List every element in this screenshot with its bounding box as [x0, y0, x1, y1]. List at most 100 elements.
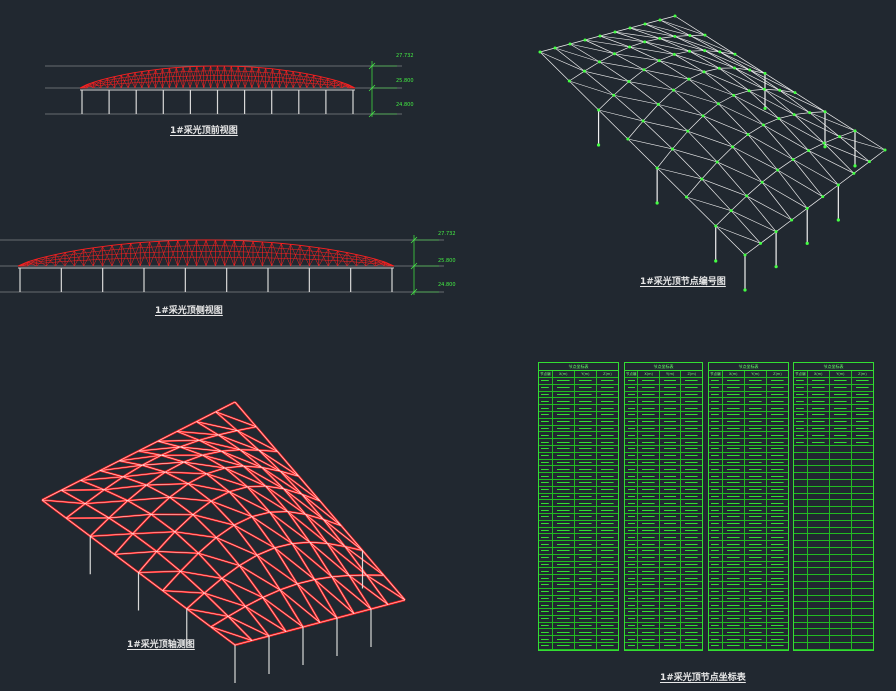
- table-row: [625, 520, 702, 528]
- grid-member: [598, 109, 629, 140]
- table-cell: [722, 554, 745, 561]
- table-cell: [539, 405, 553, 411]
- dome-chord: [169, 67, 177, 69]
- table-row: [794, 445, 873, 453]
- table-row: [709, 568, 788, 576]
- dome-ring: [64, 253, 75, 256]
- truss-diagonal: [74, 250, 85, 267]
- grid-member: [215, 411, 238, 431]
- grid-member: [251, 516, 275, 548]
- grid-member: [297, 579, 315, 585]
- grid-member: [114, 533, 134, 555]
- truss-diagonal: [318, 247, 329, 267]
- table-row: [794, 411, 873, 419]
- table-cell: [552, 547, 575, 554]
- table-header-cell: 节点编号: [625, 371, 639, 377]
- table-cell: [539, 534, 553, 541]
- grid-diagonal: [224, 467, 266, 487]
- dome-chord: [286, 70, 294, 72]
- table-cell: [852, 466, 873, 472]
- table-cell: [829, 378, 852, 384]
- grid-member: [628, 81, 659, 105]
- dome-ring: [107, 78, 115, 81]
- grid-node: [793, 91, 797, 95]
- table-cell: [744, 378, 767, 384]
- table-row: [539, 473, 618, 480]
- grid-member: [162, 571, 181, 591]
- table-cell: [681, 459, 702, 466]
- grid-diagonal: [839, 136, 886, 151]
- dome-chord: [64, 250, 75, 254]
- table-cell: [681, 595, 702, 602]
- table-cell: [539, 588, 553, 595]
- grid-diagonal: [344, 546, 384, 576]
- grid-member: [123, 464, 143, 478]
- grid-member: [314, 576, 332, 580]
- grid-member: [187, 483, 212, 502]
- grid-diagonal: [779, 89, 826, 112]
- table-cell: [744, 445, 767, 452]
- grid-member: [746, 195, 777, 232]
- grid-diagonal: [733, 95, 779, 119]
- table-row: [794, 588, 873, 596]
- table-cell: [681, 425, 702, 432]
- grid-member: [206, 467, 226, 475]
- table-cell: [808, 575, 830, 581]
- table-cell: [574, 378, 597, 384]
- grid-member: [180, 553, 199, 572]
- grid-diagonal: [262, 597, 304, 628]
- grid-member: [90, 517, 110, 537]
- table-cell: [625, 405, 639, 411]
- grid-member: [704, 50, 720, 53]
- grid-member: [162, 590, 187, 609]
- table-cell: [830, 547, 852, 554]
- table-cell: [625, 575, 639, 581]
- grid-diagonal: [199, 439, 241, 451]
- table-cell: [807, 439, 830, 445]
- truss-diagonal: [217, 65, 225, 89]
- table-cell: [709, 615, 723, 622]
- table-row: [794, 636, 873, 644]
- table-cell: [659, 527, 682, 534]
- table-row: [625, 378, 702, 385]
- table-cell: [539, 479, 553, 486]
- table-row: [709, 561, 788, 569]
- table-row: [709, 643, 788, 650]
- grid-node: [568, 42, 572, 46]
- grid-member: [674, 54, 705, 73]
- dome-ring: [306, 76, 314, 79]
- table-cell: [552, 575, 575, 581]
- table-cell: [808, 534, 830, 541]
- table-cell: [596, 561, 618, 568]
- table-cell: [574, 445, 597, 452]
- table-cell: [574, 459, 597, 466]
- table-cell: [722, 534, 745, 541]
- grid-diagonal: [366, 574, 406, 601]
- table-cell: [552, 500, 575, 507]
- table-cell: [659, 439, 682, 445]
- dome-ring: [293, 78, 301, 80]
- table-cell: [625, 466, 639, 473]
- table-cell: [744, 405, 767, 411]
- dome-chord: [272, 68, 280, 71]
- truss-diagonal: [262, 241, 273, 267]
- dome-ring: [356, 261, 366, 264]
- grid-member: [277, 451, 299, 477]
- table-cell: [808, 636, 830, 643]
- table-cell: [766, 411, 788, 418]
- table-row: [539, 459, 618, 467]
- table-row: [625, 466, 702, 474]
- table-row: [539, 636, 618, 644]
- table-row: [794, 391, 873, 399]
- grid-diagonal: [614, 53, 660, 61]
- grid-diagonal: [85, 500, 128, 504]
- grid-node: [598, 34, 602, 38]
- grid-member: [319, 500, 342, 526]
- table-header-cell: Z(m): [773, 372, 782, 376]
- grid-member: [716, 146, 733, 163]
- grid-member: [763, 124, 794, 160]
- table-cell: [539, 378, 553, 384]
- table-cell: [709, 466, 723, 473]
- dome-chord: [102, 244, 113, 247]
- table-cell: [722, 581, 745, 588]
